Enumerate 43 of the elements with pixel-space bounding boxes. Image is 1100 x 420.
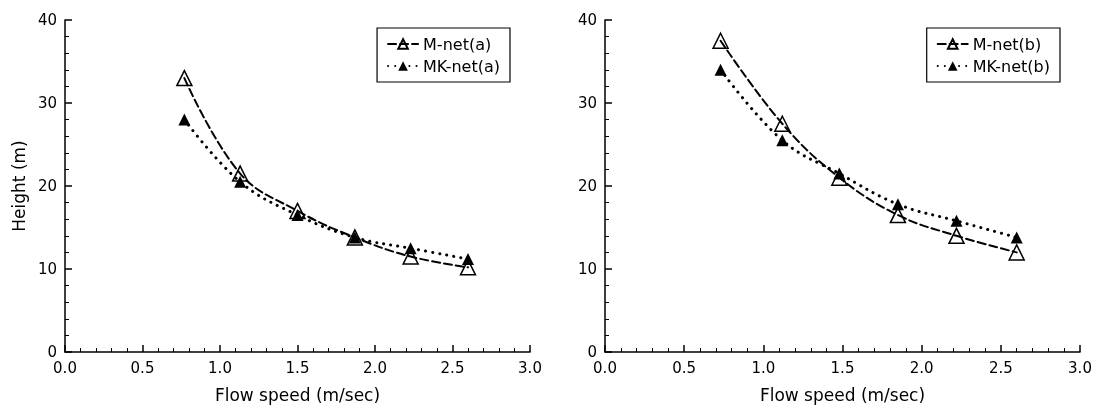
y-tick-label: 20 bbox=[37, 177, 57, 195]
y-tick-label: 10 bbox=[37, 260, 57, 278]
point bbox=[714, 63, 727, 76]
x-tick-label: 0.5 bbox=[130, 358, 155, 377]
point bbox=[1008, 244, 1025, 261]
point bbox=[950, 214, 963, 227]
x-tick-label: 2.5 bbox=[988, 358, 1013, 377]
y-tick-label: 0 bbox=[587, 343, 597, 361]
x-tick-label: 0.5 bbox=[672, 358, 697, 377]
legend-label: MK-net(a) bbox=[423, 56, 500, 76]
point bbox=[289, 202, 306, 220]
x-axis-title: Flow speed (m/sec) bbox=[214, 384, 381, 405]
point bbox=[231, 165, 249, 182]
x-axis-title: Flow speed (m/sec) bbox=[759, 384, 926, 405]
point bbox=[948, 227, 965, 245]
legend-label: M-net(a) bbox=[423, 34, 492, 54]
x-tick-label: 0.0 bbox=[593, 358, 617, 377]
point bbox=[1010, 231, 1023, 244]
y-tick-label: 10 bbox=[577, 260, 597, 278]
x-tick-label: 3.0 bbox=[1068, 358, 1092, 377]
x-tick-label: 1.0 bbox=[751, 358, 776, 377]
x-tick-label: 1.5 bbox=[830, 358, 855, 377]
legend-label: MK-net(b) bbox=[972, 56, 1051, 76]
x-tick-label: 1.5 bbox=[285, 358, 310, 377]
point bbox=[712, 32, 729, 49]
point bbox=[774, 115, 791, 132]
x-tick-label: 2.5 bbox=[440, 358, 465, 377]
y-tick-label: 40 bbox=[37, 11, 57, 29]
y-tick-label: 30 bbox=[577, 94, 597, 112]
x-tick-label: 2.0 bbox=[909, 358, 934, 377]
point bbox=[178, 113, 191, 126]
point bbox=[176, 69, 193, 87]
x-tick-label: 3.0 bbox=[518, 358, 542, 377]
y-tick-label: 0 bbox=[47, 343, 57, 361]
legend-label: M-net(b) bbox=[972, 34, 1042, 54]
x-tick-label: 1.0 bbox=[208, 358, 232, 377]
x-tick-label: 2.0 bbox=[363, 358, 387, 377]
x-tick-label: 0.0 bbox=[53, 358, 77, 377]
y-axis-title: Height (m) bbox=[8, 140, 29, 232]
y-tick-label: 20 bbox=[577, 177, 597, 195]
point bbox=[776, 134, 789, 147]
y-tick-label: 30 bbox=[37, 94, 57, 112]
y-tick-label: 40 bbox=[577, 11, 597, 29]
